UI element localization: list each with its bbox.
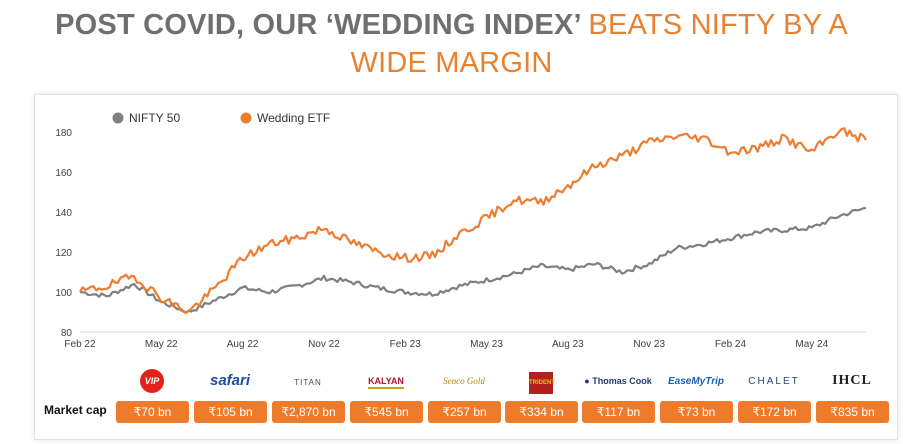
market-cap-pill: ₹73 bn (660, 401, 733, 423)
title-part-grey: POST COVID, OUR ‘WEDDING INDEX’ (55, 9, 581, 41)
company-logo-safari: safari (209, 372, 251, 389)
y-tick-label: 140 (55, 208, 72, 219)
y-tick-label: 180 (55, 128, 72, 139)
series-line-nifty-50 (79, 206, 867, 314)
market-cap-pill: ₹334 bn (505, 401, 578, 423)
y-tick-label: 160 (55, 168, 72, 179)
market-cap-pill: ₹257 bn (428, 401, 501, 423)
title-part-orange: BEATS NIFTY BY A (588, 9, 848, 41)
chart-card (34, 94, 898, 440)
x-tick-label: Aug 22 (227, 339, 259, 350)
x-tick-label: Feb 23 (390, 339, 422, 350)
market-cap-pill: ₹835 bn (816, 401, 889, 423)
company-logo-ihcl: IHCL (832, 373, 872, 388)
company-logo-thomas-cook: ● Thomas Cook (584, 376, 652, 386)
x-tick-label: Feb 24 (715, 339, 747, 350)
x-tick-label: May 24 (795, 339, 828, 350)
x-tick-label: May 23 (470, 339, 503, 350)
market-cap-label: Market cap (44, 403, 107, 417)
market-cap-pill: ₹2,870 bn (272, 401, 345, 423)
x-tick-label: Nov 22 (308, 339, 340, 350)
series-line-wedding-etf (79, 127, 867, 314)
legend-label: Wedding ETF (257, 111, 330, 125)
company-logo-senco-gold: Senco Gold (443, 376, 485, 386)
x-tick-label: Nov 23 (633, 339, 665, 350)
title-part-orange-line2: WIDE MARGIN (350, 47, 553, 79)
company-logo-chalet: CHALET (748, 376, 800, 387)
company-logo-trident: TRIDENT (504, 368, 578, 394)
y-tick-label: 120 (55, 248, 72, 259)
company-logo-titan: TITAN (294, 378, 322, 387)
y-tick-label: 100 (55, 288, 72, 299)
company-logo-easemytrip: EaseMyTrip (668, 376, 724, 387)
market-cap-pill: ₹172 bn (738, 401, 811, 423)
market-cap-pill: ₹117 bn (582, 401, 655, 423)
legend-label: NIFTY 50 (129, 111, 180, 125)
page-title: POST COVID, OUR ‘WEDDING INDEX’ BEATS NI… (0, 6, 903, 82)
market-cap-pill: ₹70 bn (116, 401, 189, 423)
company-logo-vip: VIP (115, 368, 189, 394)
x-tick-label: Feb 22 (64, 339, 96, 350)
market-cap-pill: ₹105 bn (194, 401, 267, 423)
company-logo-kalyan: KALYAN (349, 368, 423, 394)
x-tick-label: May 22 (145, 339, 178, 350)
legend-marker (240, 112, 252, 124)
legend-marker (112, 112, 124, 124)
y-tick-label: 80 (61, 328, 73, 339)
market-cap-pill: ₹545 bn (350, 401, 423, 423)
x-tick-label: Aug 23 (552, 339, 584, 350)
